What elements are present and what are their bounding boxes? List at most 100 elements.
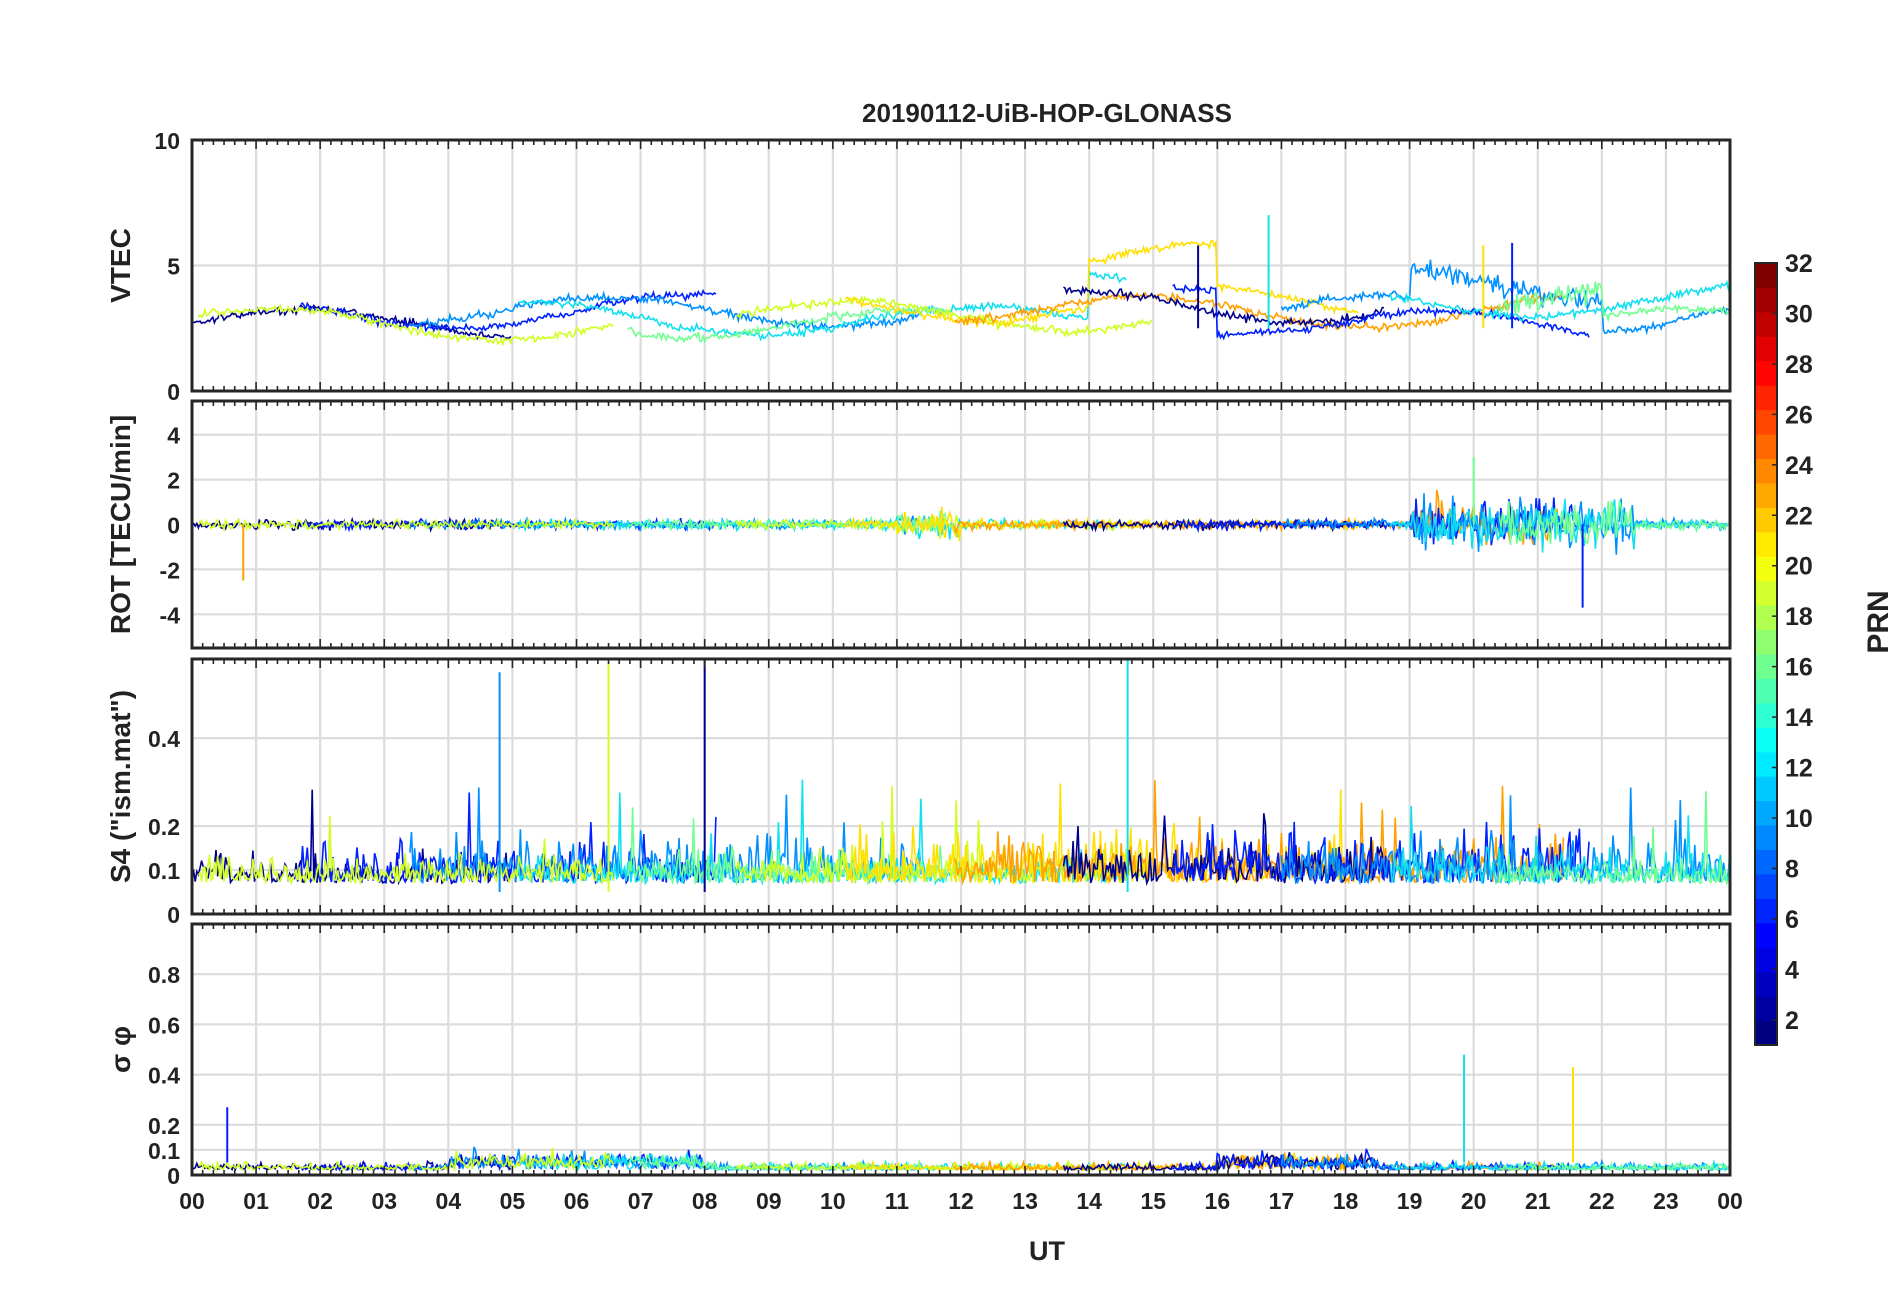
colorbar-segment: [1755, 922, 1777, 948]
trace-line: [198, 1147, 615, 1173]
x-tick-label: 10: [820, 1188, 846, 1214]
y-tick-label: 4: [167, 423, 180, 449]
colorbar-segment: [1755, 360, 1777, 386]
colorbar-segment: [1755, 629, 1777, 655]
colorbar-tick-label: 8: [1785, 855, 1799, 883]
colorbar-segment: [1755, 996, 1777, 1022]
colorbar-segment: [1755, 556, 1777, 582]
trace-line: [518, 779, 1127, 886]
colorbar-segment: [1755, 825, 1777, 850]
colorbar-tick-label: 20: [1785, 553, 1813, 581]
colorbar-segment: [1755, 531, 1777, 557]
colorbar-tick-label: 28: [1785, 351, 1813, 379]
colorbar-tick-label: 12: [1785, 755, 1813, 783]
x-tick-label: 23: [1653, 1188, 1679, 1214]
panel-1: -4 -2 0 2 4 ROT [TECU/min]: [105, 399, 1732, 650]
panel-0: 0 5 10 VTEC: [105, 128, 1732, 405]
colorbar-tick-label: 14: [1785, 704, 1813, 732]
y-tick-label: 0.4: [148, 1063, 180, 1089]
trace-line: [1063, 285, 1385, 328]
x-axis-label: UT: [1029, 1236, 1065, 1266]
trace-line: [844, 239, 1359, 329]
x-tick-label: 08: [692, 1188, 718, 1214]
colorbar-segment: [1755, 287, 1777, 313]
x-tick-label: 03: [371, 1188, 397, 1214]
colorbar-segment: [1755, 458, 1777, 484]
colorbar-segment: [1755, 971, 1777, 997]
colorbar-label: PRN: [1862, 590, 1895, 653]
x-tick-label: 16: [1205, 1188, 1231, 1214]
colorbar-tick-label: 32: [1785, 250, 1813, 278]
x-tick-label: 17: [1269, 1188, 1295, 1214]
x-tick-label: 00: [1717, 1188, 1743, 1214]
x-tick-label: 00: [179, 1188, 205, 1214]
colorbar-tick-label: 26: [1785, 401, 1813, 429]
y-tick-label: 0.6: [148, 1012, 180, 1038]
x-tick-label: 05: [500, 1188, 526, 1214]
y-tick-label: 0.1: [148, 1138, 180, 1164]
colorbar-segment: [1755, 385, 1777, 411]
trace-line: [192, 1154, 512, 1172]
trace-line: [300, 288, 717, 333]
y-tick-label: 5: [167, 254, 180, 280]
colorbar-segment: [1755, 800, 1777, 826]
trace-line: [1498, 500, 1730, 546]
trace-line: [1498, 281, 1730, 323]
colorbar-tick-label: 22: [1785, 502, 1813, 530]
y-tick-label: 0.2: [148, 1113, 180, 1139]
colorbar-tick-label: 24: [1785, 452, 1813, 480]
colorbar-tick-label: 2: [1785, 1007, 1799, 1035]
colorbar-segment: [1755, 605, 1777, 631]
y-tick-label: -4: [160, 602, 181, 628]
x-tick-label: 06: [564, 1188, 590, 1214]
colorbar-segment: [1755, 482, 1777, 508]
colorbar-segment: [1755, 947, 1777, 973]
traces-panel-2: [192, 659, 1730, 893]
traces-panel-1: [192, 457, 1730, 608]
colorbar-tick-label: 10: [1785, 805, 1813, 833]
x-tick-label: 13: [1012, 1188, 1038, 1214]
y-tick-label: 0: [167, 1163, 180, 1189]
trace-line: [1062, 1152, 1385, 1173]
y-axis-label: S4 ("ism.mat"): [105, 690, 136, 883]
trace-line: [192, 303, 512, 341]
y-tick-label: 10: [154, 128, 180, 154]
x-tick-label: 07: [628, 1188, 654, 1214]
y-axis-label: σ φ: [105, 1026, 136, 1073]
x-tick-label: 04: [436, 1188, 462, 1214]
colorbar-segment: [1755, 263, 1777, 288]
traces-panel-0: [192, 215, 1730, 346]
x-tick-label: 18: [1333, 1188, 1359, 1214]
trace-line: [1280, 259, 1730, 336]
colorbar-tick-label: 30: [1785, 300, 1813, 328]
colorbar-segment: [1755, 580, 1777, 606]
colorbar-tick-label: 6: [1785, 906, 1799, 934]
y-tick-label: 2: [167, 468, 180, 494]
y-tick-label: 0.8: [148, 962, 180, 988]
y-tick-label: 0.2: [148, 814, 180, 840]
colorbar-frame: [1754, 262, 1778, 1046]
x-tick-label: 15: [1140, 1188, 1166, 1214]
colorbar-segment: [1755, 873, 1777, 899]
x-tick-label: 09: [756, 1188, 782, 1214]
y-tick-label: 0: [167, 902, 180, 928]
colorbar-segment: [1755, 898, 1777, 924]
trace-line: [1389, 279, 1730, 323]
colorbar-segment: [1755, 311, 1777, 337]
colorbar-segment: [1755, 702, 1777, 728]
panel-3: 00.10.2 0.4 0.6 0.8 σ φ: [105, 922, 1732, 1189]
x-tick-label: 20: [1461, 1188, 1487, 1214]
traces-panel-3: [192, 1054, 1730, 1173]
y-tick-label: 0: [167, 379, 180, 405]
y-tick-label: 0.4: [148, 726, 180, 752]
y-tick-label: 0.1: [148, 858, 180, 884]
colorbar-segment: [1755, 434, 1777, 459]
chart-title: 20190112-UiB-HOP-GLONASS: [862, 98, 1232, 128]
panel-2: 0 0.1 0.2 0.4 S4 ("ism.mat"): [105, 657, 1732, 928]
colorbar-segment: [1755, 776, 1777, 802]
colorbar-segment: [1755, 727, 1777, 753]
x-tick-label: 02: [307, 1188, 333, 1214]
